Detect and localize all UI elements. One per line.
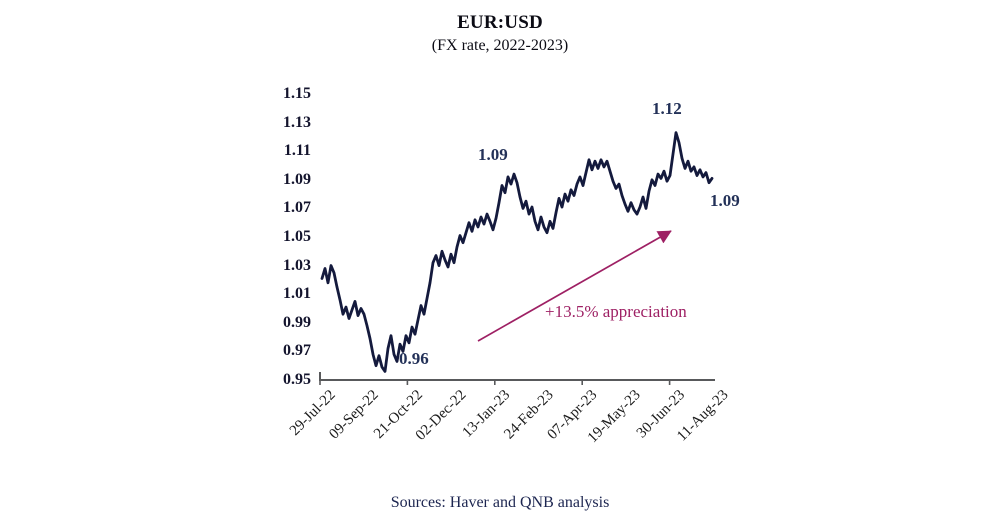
y-axis-label: 1.11 [283,142,311,160]
annotation-cycle-low: 0.96 [399,349,429,368]
y-axis-label: 0.97 [283,342,311,360]
chart-subtitle: (FX rate, 2022-2023) [431,37,569,54]
chart-title: EUR:USD [457,12,543,33]
y-axis-label: 0.99 [283,313,311,331]
annotation-jul-high: 1.12 [652,99,682,118]
annotation-feb-peak: 1.09 [478,145,508,164]
fx-rate-line [320,131,714,373]
y-axis-label: 1.15 [283,85,311,102]
y-axis-label: 1.13 [283,113,311,131]
y-axis-label: 0.95 [283,371,311,388]
annotation-latest-value: 1.09 [710,191,740,210]
x-axis-line [319,372,715,381]
y-axis-label: 1.07 [283,199,311,217]
trend-arrow [477,230,672,342]
y-axis-label: 1.01 [283,285,311,303]
trend-appreciation-label: +13.5% appreciation [545,302,687,321]
y-axis-label: 1.05 [283,228,311,245]
sources-note: Sources: Haver and QNB analysis [390,494,610,511]
y-axis-label: 1.03 [283,256,311,274]
y-axis-label: 1.09 [283,170,311,188]
